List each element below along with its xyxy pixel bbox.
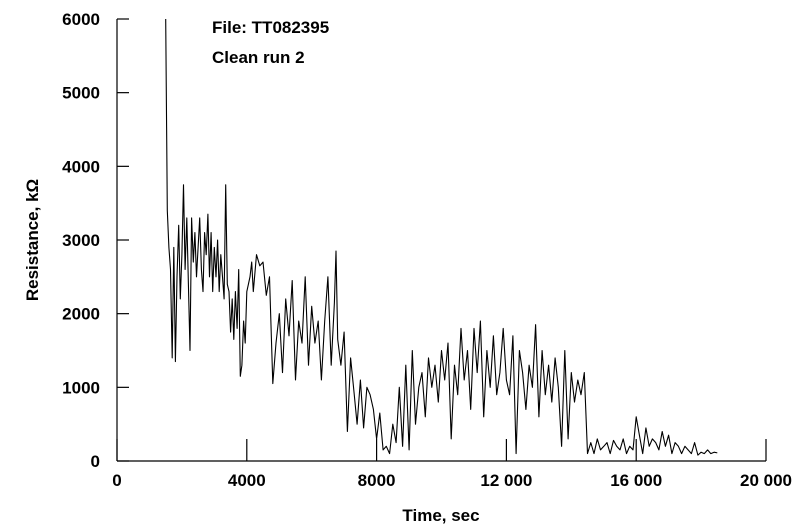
x-tick-label-8000: 8000	[358, 471, 396, 490]
y-tick-label-1000: 1000	[62, 378, 100, 397]
y-tick-label-3000: 3000	[62, 231, 100, 250]
y-tick-label-4000: 4000	[62, 157, 100, 176]
y-tick-label-2000: 2000	[62, 305, 100, 324]
y-tick-label-6000: 6000	[62, 10, 100, 29]
x-tick-label-20000: 20 000	[740, 471, 792, 490]
y-tick-label-0: 0	[91, 452, 100, 471]
x-tick-label-4000: 4000	[228, 471, 266, 490]
x-tick-label-16000: 16 000	[610, 471, 662, 490]
x-axis-title: Time, sec	[402, 506, 479, 525]
file-annotation: File: TT082395	[212, 18, 329, 37]
y-tick-label-5000: 5000	[62, 84, 100, 103]
chart-tick-labels: 0 4000 8000 12 000 16 000 20 000 0 1000 2000 3000…	[62, 10, 792, 490]
chart-ticks	[116, 18, 767, 462]
chart-axes	[116, 19, 766, 462]
y-axis-title: Resistance, kΩ	[23, 179, 42, 301]
run-annotation: Clean run 2	[212, 48, 305, 67]
x-tick-label-12000: 12 000	[480, 471, 532, 490]
x-tick-label-0: 0	[112, 471, 121, 490]
resistance-series-line	[165, 18, 718, 456]
